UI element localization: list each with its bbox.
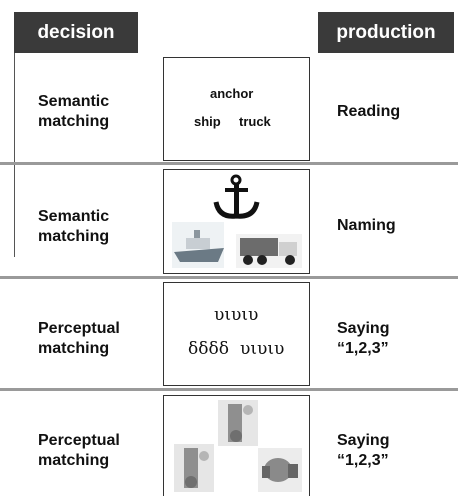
stimulus-box [163, 169, 310, 274]
row-separator [0, 276, 458, 279]
left-rule [14, 53, 15, 257]
stimulus-box: anchor ship truck [163, 57, 310, 161]
row-separator [0, 162, 458, 165]
picture-stimuli [172, 174, 302, 268]
production-label: Saying “1,2,3” [337, 432, 390, 469]
header-production: production [318, 12, 454, 53]
decision-label: Semantic matching [38, 208, 110, 245]
decision-label: Perceptual matching [38, 320, 120, 357]
novel-object-picture [258, 448, 302, 492]
pseudo-word: δδδδ [188, 339, 229, 359]
row-separator [0, 388, 458, 391]
word: ship [194, 114, 221, 129]
production-label: Saying “1,2,3” [337, 320, 390, 357]
anchor-picture [213, 174, 260, 219]
production-label: Naming [337, 217, 396, 234]
word: anchor [210, 86, 254, 101]
pseudo-word: υιυιυ [240, 339, 285, 359]
word: truck [239, 114, 271, 129]
stimulus-box [163, 395, 310, 496]
novel-object-picture [218, 400, 258, 446]
stimulus-box: υιυιυ δδδδ υιυιυ [163, 282, 310, 386]
pseudo-word: υιυιυ [214, 305, 259, 325]
picture-stimuli [174, 400, 302, 492]
decision-label: Semantic matching [38, 93, 110, 130]
decision-label: Perceptual matching [38, 432, 120, 469]
ship-picture [172, 222, 224, 268]
production-label: Reading [337, 103, 401, 120]
truck-picture [236, 234, 302, 268]
novel-object-picture [174, 444, 214, 492]
header-decision: decision [14, 12, 138, 53]
